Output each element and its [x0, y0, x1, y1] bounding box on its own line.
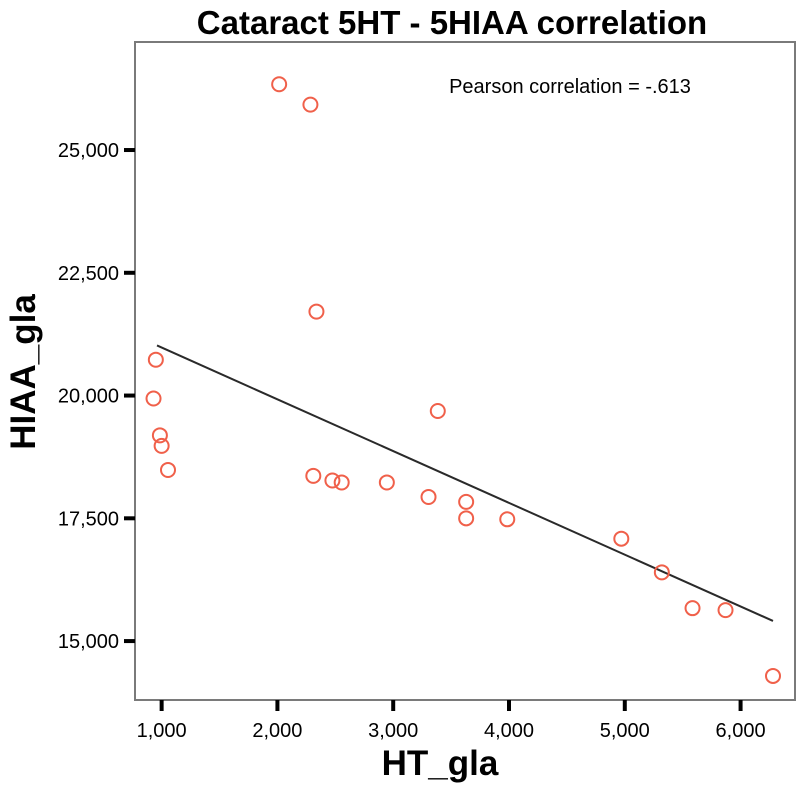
- x-tick-label: 3,000: [368, 720, 418, 742]
- data-point: [653, 564, 670, 581]
- data-point: [160, 461, 176, 478]
- y-axis-label: HIAA_gla: [4, 294, 43, 450]
- data-point: [458, 493, 475, 510]
- data-point: [333, 474, 350, 491]
- data-point: [147, 351, 164, 368]
- y-tick-label: 15,000: [58, 631, 119, 653]
- points-group: [145, 76, 781, 684]
- x-tick-label: 2,000: [252, 720, 302, 742]
- y-tick-label: 17,500: [58, 508, 119, 530]
- data-point: [613, 530, 630, 547]
- data-point: [324, 472, 341, 489]
- plot-frame: [134, 41, 796, 701]
- data-point: [765, 667, 781, 684]
- y-tick-label: 20,000: [58, 386, 119, 408]
- fit-line: [156, 344, 774, 622]
- data-point: [458, 510, 475, 527]
- data-point: [420, 488, 437, 505]
- data-point: [378, 474, 395, 491]
- pearson-annotation: Pearson correlation = -.613: [449, 76, 691, 98]
- x-tick-label: 6,000: [716, 720, 766, 742]
- data-point: [499, 511, 516, 528]
- y-tick-label: 22,500: [58, 263, 119, 285]
- data-point: [305, 467, 322, 484]
- data-point: [145, 390, 162, 407]
- data-point: [717, 602, 734, 619]
- fit-line-group: [156, 344, 774, 622]
- y-tick-label: 25,000: [58, 140, 119, 162]
- x-tick-label: 1,000: [137, 720, 187, 742]
- data-point: [271, 76, 288, 93]
- data-point: [153, 437, 170, 454]
- data-point: [308, 303, 325, 320]
- chart-title: Cataract 5HT - 5HIAA correlation: [197, 4, 707, 41]
- y-axis: 15,000 17,500 20,000 22,500 25,000: [58, 140, 135, 653]
- data-point: [151, 427, 168, 444]
- data-point: [429, 403, 446, 420]
- x-axis: 1,000 2,000 3,000 4,000 5,000 6,000: [137, 700, 766, 742]
- data-point: [684, 600, 701, 617]
- x-tick-label: 4,000: [484, 720, 534, 742]
- x-tick-label: 5,000: [600, 720, 650, 742]
- data-point: [302, 96, 319, 113]
- x-axis-label: HT_gla: [382, 744, 499, 783]
